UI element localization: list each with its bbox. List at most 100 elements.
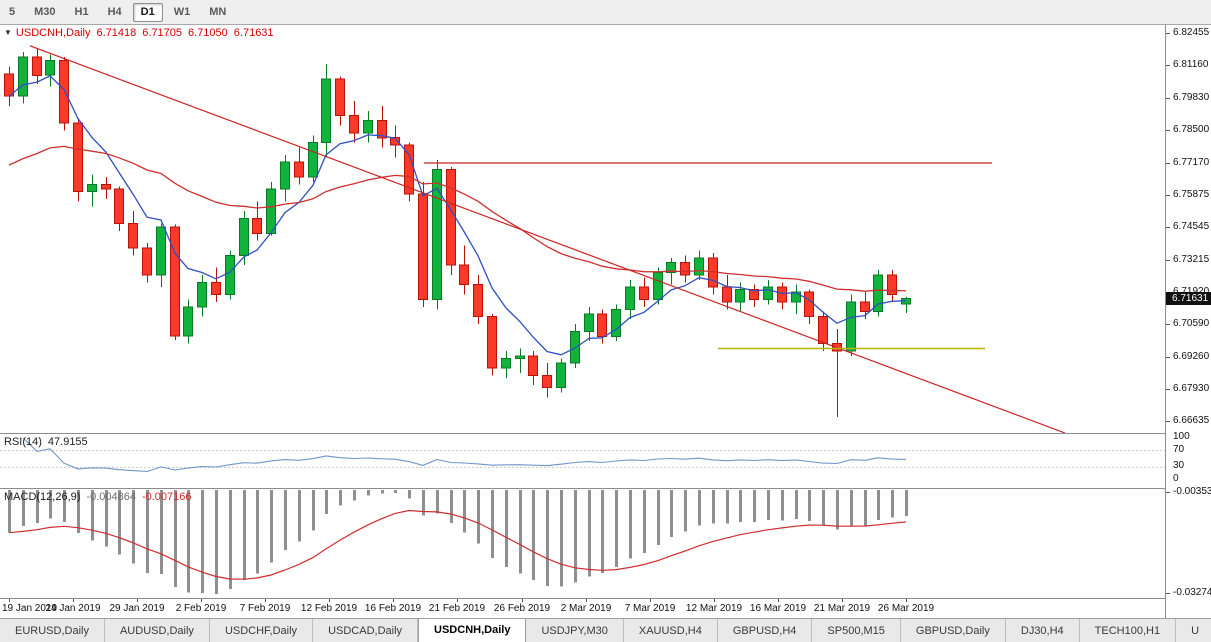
tab-gbpusd-h4[interactable]: GBPUSD,H4 [718, 619, 813, 642]
candle-body [18, 56, 28, 97]
rsi-canvas[interactable] [0, 434, 1165, 488]
macd-histogram [8, 490, 908, 594]
price-axis-label: 6.82455 [1173, 27, 1210, 39]
candle-body [846, 301, 856, 352]
date-tick [73, 599, 74, 602]
date-tick [137, 599, 138, 602]
rsi-axis-label: 30 [1173, 460, 1185, 472]
candles-layer [4, 48, 911, 418]
macd-canvas[interactable] [0, 489, 1165, 598]
candle-body [142, 247, 152, 276]
tab-eurusd-daily[interactable]: EURUSD,Daily [0, 619, 105, 642]
macd-signal-line [8, 509, 907, 580]
candle-body [556, 362, 566, 389]
symbol-tab-bar: EURUSD,Daily AUDUSD,Daily USDCHF,Daily USDC… [0, 618, 1211, 642]
axis-tick [1166, 389, 1170, 390]
timeframe-button-m30[interactable]: M30 [34, 5, 56, 18]
axis-tick [1166, 421, 1170, 422]
date-axis-label: 21 Feb 2019 [428, 603, 486, 614]
rsi-name: RSI(14) [4, 436, 42, 448]
tab-gbpusd-daily[interactable]: GBPUSD,Daily [901, 619, 1006, 642]
candle-body [818, 316, 828, 345]
ohlc-close: 6.71631 [233, 27, 274, 39]
tab-audusd-daily[interactable]: AUDUSD,Daily [105, 619, 210, 642]
tab-dj30-h4[interactable]: DJ30,H4 [1006, 619, 1080, 642]
tab-tech100-h1[interactable]: TECH100,H1 [1080, 619, 1177, 642]
date-axis-label: 26 Mar 2019 [877, 603, 935, 614]
date-axis-label: 7 Mar 2019 [624, 603, 676, 614]
tab-sp500-m15[interactable]: SP500,M15 [812, 619, 901, 642]
candle-body [873, 274, 883, 313]
main-chart-canvas[interactable] [0, 25, 1165, 433]
timeframe-button-mn[interactable]: MN [209, 5, 227, 18]
ohlc-high: 6.71705 [142, 27, 183, 39]
rsi-panel[interactable]: RSI(14) 47.9155 [0, 433, 1165, 488]
date-axis-label: 2 Mar 2019 [560, 603, 612, 614]
timeframe-button-w1[interactable]: W1 [173, 5, 191, 18]
candle-body [777, 286, 787, 303]
candle-body [584, 313, 594, 332]
axis-tick [1166, 65, 1170, 66]
candle-body [114, 188, 124, 224]
date-axis-label: 21 Mar 2019 [813, 603, 871, 614]
tab-usdchf-daily[interactable]: USDCHF,Daily [210, 619, 314, 642]
ohlc-open: 6.71418 [96, 27, 137, 39]
candle-body [294, 161, 304, 178]
price-axis-label: 6.70590 [1173, 318, 1210, 330]
candle-body [528, 355, 538, 376]
price-axis-label: 6.74545 [1173, 221, 1210, 233]
tab-xauusd-h4[interactable]: XAUUSD,H4 [624, 619, 718, 642]
tab-usdcad-daily[interactable]: USDCAD,Daily [313, 619, 419, 642]
candle-body [722, 286, 732, 303]
tab-u[interactable]: U [1176, 619, 1211, 642]
timeframe-button-h1[interactable]: H1 [74, 5, 89, 18]
date-tick [329, 599, 330, 602]
main-chart-panel[interactable]: ▼ USDCNH,Daily 6.71418 6.71705 6.71050 6.7163… [0, 25, 1165, 433]
axis-tick [1166, 357, 1170, 358]
candle-body [735, 289, 745, 303]
macd-main-value: -0.004864 [86, 491, 136, 503]
date-axis[interactable]: 19 Jan 2019 24 Jan 2019 29 Jan 2019 2 Feb 2… [0, 598, 1165, 618]
date-tick [714, 599, 715, 602]
timeframe-button-h4[interactable]: H4 [107, 5, 122, 18]
macd-label: MACD(12,26,9) -0.004864 -0.007166 [4, 491, 192, 503]
candle-body [377, 120, 387, 139]
date-tick [265, 599, 266, 602]
candle-body [694, 257, 704, 276]
price-axis[interactable]: 6.71631 -0.00353 -0.03274 6.82455 6.81160 6.… [1165, 25, 1211, 618]
tab-usdjpy-m30[interactable]: USDJPY,M30 [526, 619, 624, 642]
candle-body [804, 291, 814, 318]
date-tick [842, 599, 843, 602]
date-tick [586, 599, 587, 602]
axis-tick [1166, 492, 1170, 493]
rsi-axis-label: 70 [1173, 443, 1185, 455]
candle-body [308, 142, 318, 178]
candle-body [73, 122, 83, 193]
tab-usdcnh-daily[interactable]: USDCNH,Daily [418, 619, 527, 642]
macd-panel[interactable]: MACD(12,26,9) -0.004864 -0.007166 [0, 488, 1165, 598]
candle-body [59, 60, 69, 124]
rsi-axis-label: 100 [1173, 431, 1190, 442]
macd-axis-label: -0.03274 [1173, 587, 1211, 598]
timeframe-toolbar: 5 M30 H1 H4 D1 W1 MN [0, 0, 1211, 25]
date-tick [201, 599, 202, 602]
chart-collapse-icon[interactable]: ▼ [4, 28, 12, 37]
timeframe-button-5[interactable]: 5 [9, 5, 16, 18]
price-axis-label: 6.81160 [1173, 59, 1209, 71]
axis-tick [1166, 33, 1170, 34]
date-tick [778, 599, 779, 602]
candle-body [87, 183, 97, 193]
candle-body [170, 226, 180, 337]
candle-body [101, 183, 111, 190]
timeframe-button-d1[interactable]: D1 [132, 2, 163, 22]
candle-body [459, 264, 469, 286]
candle-body [887, 274, 897, 295]
price-axis-label: 6.75875 [1173, 188, 1210, 200]
descending-trendline[interactable] [29, 45, 1066, 433]
date-axis-label: 2 Feb 2019 [175, 603, 227, 614]
candle-body [45, 60, 55, 76]
rsi-label: RSI(14) 47.9155 [4, 436, 88, 448]
date-axis-label: 7 Feb 2019 [239, 603, 291, 614]
axis-tick [1166, 195, 1170, 196]
axis-tick [1166, 163, 1170, 164]
